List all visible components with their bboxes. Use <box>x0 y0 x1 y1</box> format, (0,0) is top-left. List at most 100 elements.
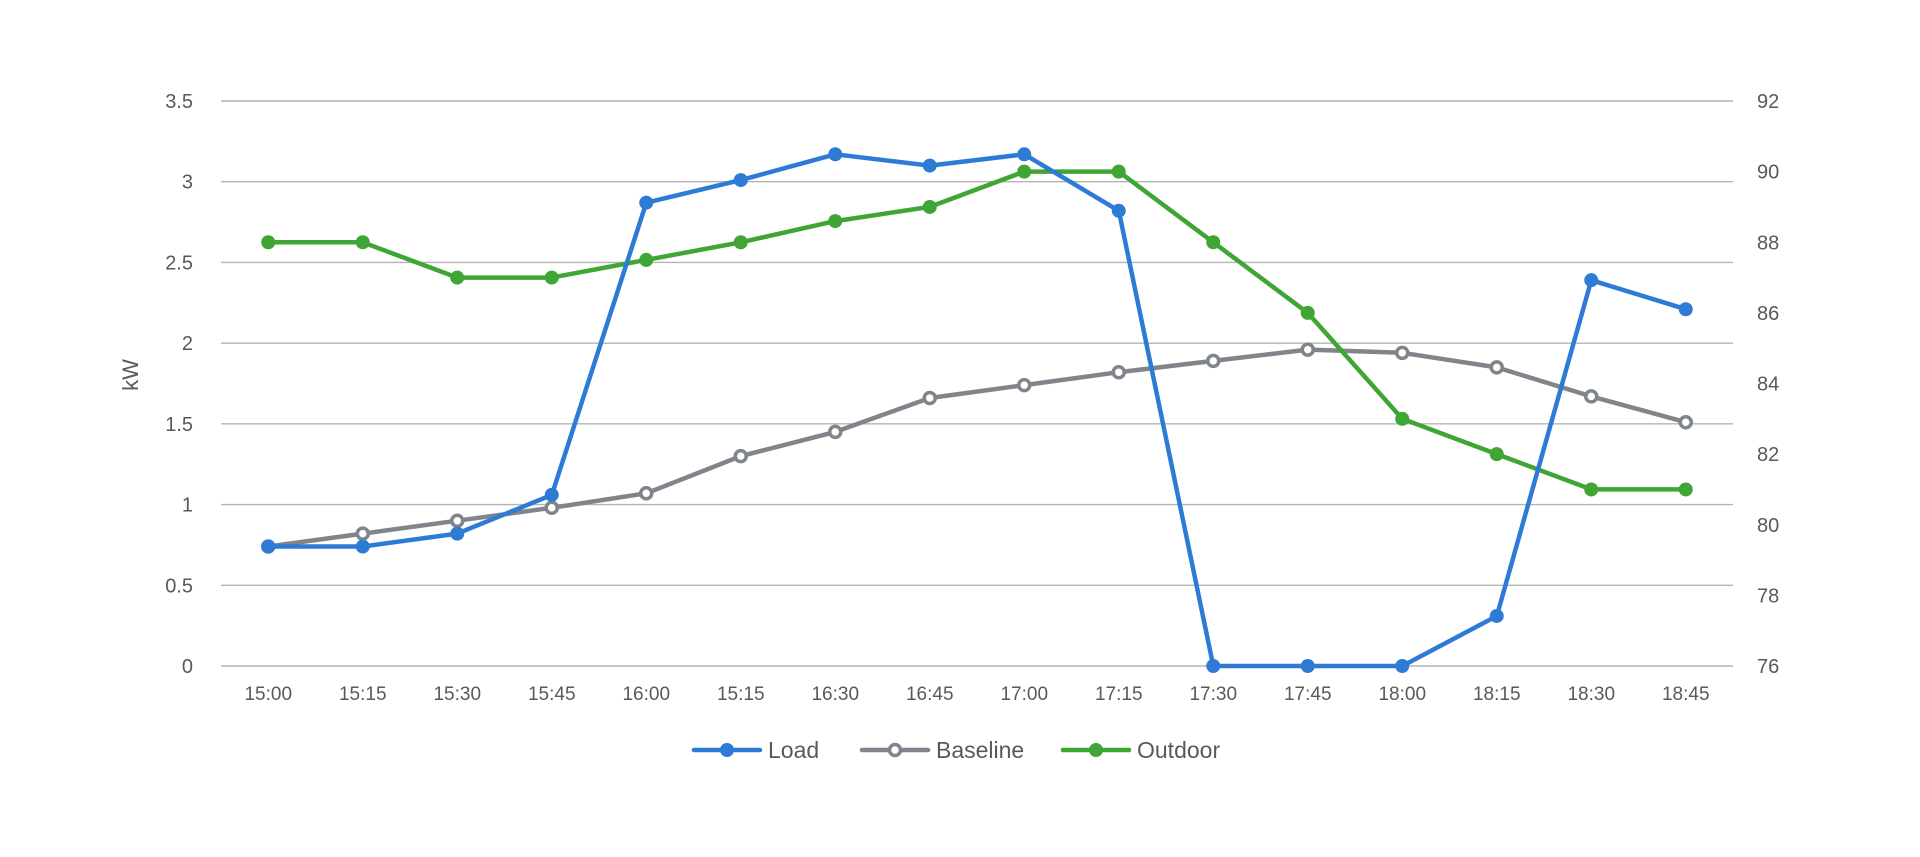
legend-swatch-marker <box>1089 743 1103 757</box>
data-point-outdoor <box>544 270 559 285</box>
x-tick-label: 17:45 <box>1284 684 1332 705</box>
legend-item-load: Load <box>691 737 819 763</box>
legend-label: Baseline <box>936 737 1024 763</box>
data-point-outdoor <box>450 270 465 285</box>
left-y-tick-label: 1 <box>182 495 193 517</box>
x-tick-label: 15:00 <box>244 684 292 705</box>
left-y-tick-label: 3.5 <box>165 91 193 113</box>
data-point-load <box>639 195 654 210</box>
legend-item-outdoor: Outdoor <box>1060 737 1220 763</box>
left-y-axis-title: kW <box>118 359 143 391</box>
data-point-load <box>1395 659 1410 673</box>
x-tick-label: 15:15 <box>339 684 387 705</box>
data-point-baseline <box>1017 377 1032 393</box>
data-point-load <box>1206 659 1221 673</box>
legend-swatch-marker <box>887 742 903 758</box>
data-point-outdoor <box>1017 164 1032 179</box>
series-outdoor <box>261 164 1693 497</box>
data-point-load <box>1678 302 1693 317</box>
right-y-tick-label: 90 <box>1757 162 1779 184</box>
legend-item-baseline: Baseline <box>859 737 1024 763</box>
data-point-load <box>1300 659 1315 673</box>
data-point-load <box>733 173 748 188</box>
left-y-tick-label: 0 <box>182 656 193 678</box>
left-y-tick-label: 2 <box>182 333 193 355</box>
data-point-baseline <box>450 513 465 528</box>
series-layer <box>261 147 1693 673</box>
data-point-baseline <box>355 526 370 541</box>
data-point-baseline <box>922 390 937 406</box>
data-point-outdoor <box>639 252 654 267</box>
data-point-baseline <box>1300 342 1315 357</box>
x-tick-label: 16:45 <box>906 684 954 705</box>
data-point-baseline <box>639 486 654 501</box>
series-line-outdoor <box>266 169 1689 492</box>
x-tick-label: 16:30 <box>811 684 859 705</box>
data-point-outdoor <box>1111 164 1126 179</box>
data-point-baseline <box>544 500 559 516</box>
data-point-outdoor <box>828 214 843 229</box>
data-point-load <box>1489 608 1504 623</box>
data-point-load <box>261 539 276 554</box>
gridlines <box>221 100 1733 667</box>
data-point-baseline <box>1678 414 1693 430</box>
data-point-baseline <box>828 424 843 440</box>
data-point-baseline <box>1206 353 1221 369</box>
data-point-outdoor <box>733 235 748 250</box>
data-point-outdoor <box>1206 235 1221 250</box>
x-tick-label: 17:15 <box>1095 684 1143 705</box>
data-point-baseline <box>733 448 748 464</box>
right-y-tick-label: 88 <box>1757 232 1779 254</box>
series-line-baseline <box>266 347 1689 549</box>
x-tick-label: 18:45 <box>1662 684 1710 705</box>
x-tick-label: 18:00 <box>1378 684 1426 705</box>
right-y-tick-label: 86 <box>1757 303 1779 325</box>
data-point-baseline <box>1395 345 1410 361</box>
legend-label: Load <box>768 737 819 763</box>
x-tick-label: 17:00 <box>1000 684 1048 705</box>
data-point-baseline <box>1111 364 1126 380</box>
data-point-load <box>922 158 937 173</box>
left-y-axis-ticks: 0 0.5 1 1.5 2 2.5 3 3.5 <box>165 91 193 678</box>
legend-label: Outdoor <box>1137 737 1220 763</box>
right-y-tick-label: 84 <box>1757 374 1779 396</box>
series-load <box>261 147 1693 673</box>
data-point-outdoor <box>355 235 370 250</box>
x-axis-ticks: 15:00 15:15 15:30 15:45 16:00 15:15 16:30 16:45… <box>244 684 1709 705</box>
data-point-outdoor <box>1584 482 1599 497</box>
x-tick-label: 15:15 <box>717 684 765 705</box>
left-y-tick-label: 1.5 <box>165 414 193 436</box>
x-tick-label: 16:00 <box>622 684 670 705</box>
data-point-load <box>1017 147 1032 162</box>
series-line-load <box>266 152 1689 669</box>
data-point-load <box>1111 203 1126 218</box>
right-y-axis-ticks: 76 78 80 82 84 86 88 90 92 <box>1757 91 1779 678</box>
data-point-outdoor <box>1489 447 1504 462</box>
right-y-tick-label: 78 <box>1757 585 1779 607</box>
left-y-tick-label: 2.5 <box>165 252 193 274</box>
right-y-tick-label: 92 <box>1757 91 1779 113</box>
left-y-tick-label: 0.5 <box>165 575 193 597</box>
data-point-load <box>544 487 559 502</box>
legend-swatch-marker <box>720 743 734 757</box>
data-point-outdoor <box>1300 305 1315 320</box>
x-tick-label: 17:30 <box>1189 684 1237 705</box>
data-point-baseline <box>1489 360 1504 375</box>
data-point-outdoor <box>1395 411 1410 426</box>
data-point-load <box>828 147 843 162</box>
data-point-baseline <box>1584 389 1599 404</box>
right-y-tick-label: 80 <box>1757 515 1779 537</box>
x-tick-label: 18:30 <box>1567 684 1615 705</box>
data-point-load <box>1584 273 1599 288</box>
data-point-outdoor <box>1678 482 1693 497</box>
data-point-load <box>355 539 370 554</box>
right-y-tick-label: 76 <box>1757 656 1779 678</box>
x-tick-label: 18:15 <box>1473 684 1521 705</box>
legend: Load Baseline Outdoor <box>691 737 1220 763</box>
x-tick-label: 15:30 <box>433 684 481 705</box>
data-point-load <box>450 526 465 541</box>
data-point-outdoor <box>261 235 276 250</box>
right-y-tick-label: 82 <box>1757 444 1779 466</box>
